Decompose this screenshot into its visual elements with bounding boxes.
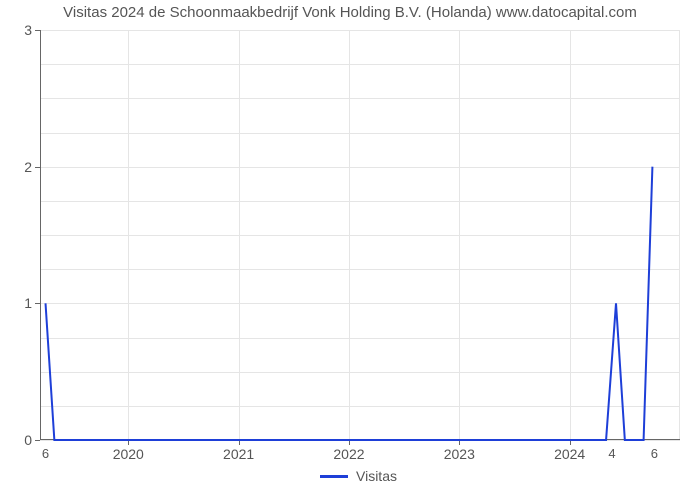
point-annotation: 4 xyxy=(608,446,615,461)
y-tick-label: 3 xyxy=(24,22,32,38)
legend-label: Visitas xyxy=(356,468,397,484)
x-tick-label: 2024 xyxy=(554,446,585,462)
y-tick-label: 2 xyxy=(24,159,32,175)
legend: Visitas xyxy=(320,468,397,484)
x-tick-label: 2022 xyxy=(333,446,364,462)
x-tick-label: 2023 xyxy=(444,446,475,462)
line-series-visitas xyxy=(46,167,653,440)
point-annotation: 6 xyxy=(42,446,49,461)
x-tick-label: 2021 xyxy=(223,446,254,462)
legend-swatch xyxy=(320,475,348,478)
y-tick-label: 0 xyxy=(24,432,32,448)
y-tick-mark xyxy=(35,440,40,441)
chart-title: Visitas 2024 de Schoonmaakbedrijf Vonk H… xyxy=(0,4,700,21)
point-annotation: 6 xyxy=(651,446,658,461)
y-tick-label: 1 xyxy=(24,295,32,311)
chart-container: { "chart": { "type": "line", "title": "V… xyxy=(0,0,700,500)
x-tick-label: 2020 xyxy=(113,446,144,462)
plot-area: 012320202021202220232024646 xyxy=(40,30,680,440)
line-series-layer xyxy=(40,30,680,440)
